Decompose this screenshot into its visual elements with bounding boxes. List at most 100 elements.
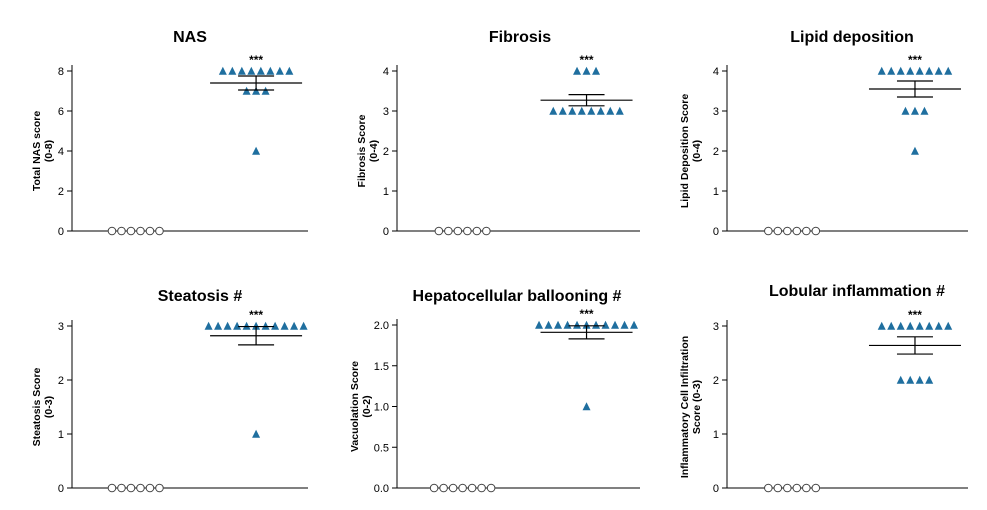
y-axis-label: Vacuolation Score(0-2) xyxy=(349,361,373,452)
control-point xyxy=(811,226,821,236)
panel-4: Steatosis # Steatosis Score(0-3) 0 1 2 3 *** xyxy=(31,288,308,495)
treated-point xyxy=(252,146,261,155)
treated-point xyxy=(934,321,943,330)
control-point xyxy=(145,483,155,493)
y-axis-label-line: Total NAS score xyxy=(31,111,43,191)
treated-point xyxy=(887,66,896,75)
treated-point xyxy=(573,66,582,75)
y-axis-label: Total NAS score(0-8) xyxy=(31,111,55,191)
y-tick-label: 0 xyxy=(58,226,64,238)
y-tick-label: 3 xyxy=(713,106,719,118)
treated-point xyxy=(252,321,261,330)
treated-point xyxy=(271,321,280,330)
control-point xyxy=(117,483,126,493)
significance-annotation: *** xyxy=(908,53,922,67)
y-tick-label: 3 xyxy=(58,321,64,333)
treated-point xyxy=(554,320,563,329)
y-tick-label: 1 xyxy=(713,186,719,198)
treated-point xyxy=(906,321,915,330)
treated-point xyxy=(901,106,910,115)
treated-point xyxy=(256,66,265,75)
treated-point xyxy=(915,375,924,384)
control-point xyxy=(472,226,482,236)
y-tick-label: 4 xyxy=(713,66,719,78)
significance-annotation: *** xyxy=(249,53,263,67)
treated-point xyxy=(252,429,261,438)
panel-title: Hepatocellular ballooning # xyxy=(413,288,622,305)
significance-annotation: *** xyxy=(908,308,922,322)
control-point xyxy=(463,226,472,236)
control-point xyxy=(453,226,463,236)
control-point xyxy=(467,483,477,493)
treated-point xyxy=(925,66,934,75)
control-point xyxy=(444,226,453,236)
treated-point xyxy=(299,321,308,330)
y-axis-label-line: Score (0-3) xyxy=(691,380,703,434)
treated-point xyxy=(896,375,905,384)
treated-point xyxy=(568,106,577,115)
control-point xyxy=(792,483,802,493)
treated-point xyxy=(573,320,582,329)
panel-title: Fibrosis xyxy=(489,29,551,46)
y-tick-label: 1.0 xyxy=(374,402,389,414)
y-axis-label-line: (0-3) xyxy=(43,396,55,418)
control-point xyxy=(764,226,773,236)
treated-point xyxy=(242,321,251,330)
treated-point xyxy=(896,66,905,75)
y-tick-label: 2.0 xyxy=(374,320,389,332)
treated-point xyxy=(577,106,586,115)
control-point xyxy=(773,483,783,493)
y-axis-label-line: Fibrosis Score xyxy=(356,114,368,187)
control-point xyxy=(783,483,792,493)
control-point xyxy=(126,483,136,493)
treated-point xyxy=(910,106,919,115)
y-tick-label: 4 xyxy=(58,146,64,158)
treated-point xyxy=(290,321,299,330)
control-point xyxy=(486,483,496,493)
y-tick-label: 1 xyxy=(713,429,719,441)
panel-title: Steatosis # xyxy=(158,288,243,305)
control-point xyxy=(811,483,821,493)
treated-point xyxy=(596,106,605,115)
control-point xyxy=(429,483,439,493)
treated-point xyxy=(261,86,270,95)
y-tick-label: 3 xyxy=(383,106,389,118)
y-tick-label: 1.5 xyxy=(374,361,389,373)
y-axis-label: Fibrosis Score(0-4) xyxy=(356,114,380,187)
control-point xyxy=(773,226,783,236)
treated-point xyxy=(611,320,620,329)
y-tick-label: 2 xyxy=(713,146,719,158)
control-point xyxy=(126,226,136,236)
control-point xyxy=(136,226,145,236)
treated-point xyxy=(915,66,924,75)
treated-point xyxy=(228,66,237,75)
panel-5: Hepatocellular ballooning # Vacuolation S… xyxy=(349,288,640,495)
y-axis-label-line: Lipid Deposition Score xyxy=(679,94,691,209)
y-tick-label: 4 xyxy=(383,66,389,78)
control-point xyxy=(136,483,145,493)
y-axis-label-line: Steatosis Score xyxy=(31,367,43,446)
control-point xyxy=(145,226,155,236)
treated-point xyxy=(214,321,223,330)
y-tick-label: 2 xyxy=(383,146,389,158)
significance-annotation: *** xyxy=(580,307,594,321)
treated-point xyxy=(242,86,251,95)
treated-point xyxy=(944,321,953,330)
significance-annotation: *** xyxy=(249,308,263,322)
treated-point xyxy=(280,321,289,330)
treated-point xyxy=(920,106,929,115)
y-axis-label: Inflammatory Cell InfiltrationScore (0-3… xyxy=(679,336,703,478)
y-tick-label: 2 xyxy=(58,375,64,387)
panel-1: NAS Total NAS score(0-8) 0 2 4 6 8 *** xyxy=(31,29,308,238)
control-point xyxy=(107,226,117,236)
y-axis-label-line: Vacuolation Score xyxy=(349,361,361,452)
y-tick-label: 0.5 xyxy=(374,442,389,454)
treated-point xyxy=(906,66,915,75)
treated-point xyxy=(252,86,261,95)
y-axis-label: Lipid Deposition Score(0-4) xyxy=(679,94,703,209)
control-point xyxy=(802,483,811,493)
panel-3: Lipid deposition Lipid Deposition Score(0… xyxy=(679,29,968,238)
treated-point xyxy=(592,320,601,329)
control-point xyxy=(117,226,126,236)
